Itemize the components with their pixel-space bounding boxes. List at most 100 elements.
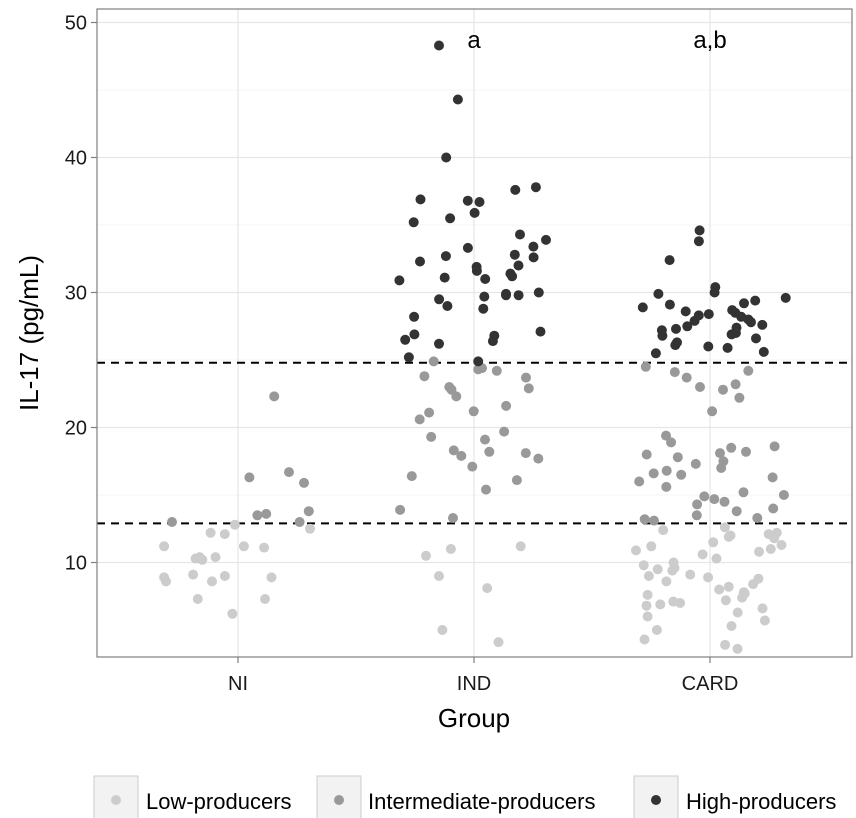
high-producers-point [528,241,539,252]
low-producers-point [658,525,669,536]
high-producers-point [533,287,544,298]
low-producers-point [646,541,657,552]
low-producers-point [732,607,743,618]
intermediate-producers-point [303,506,314,517]
high-producers-point [637,302,648,313]
intermediate-producers-point [743,365,754,376]
low-producers-point [219,529,230,540]
high-producers-point [478,303,489,314]
low-producers-point [219,571,230,581]
intermediate-producers-point [752,513,763,523]
x-tick-label: CARD [682,673,739,695]
intermediate-producers-point [778,490,789,500]
high-producers-point [670,340,681,351]
intermediate-producers-point [690,458,701,469]
high-producers-point [409,311,420,322]
low-producers-point [708,537,719,548]
high-producers-point [653,288,664,299]
intermediate-producers-point [252,510,263,521]
high-producers-point [415,256,425,267]
y-tick-label: 10 [65,553,87,575]
intermediate-producers-point [491,365,502,376]
high-producers-point [722,342,733,353]
intermediate-producers-point [716,463,727,473]
low-producers-point [719,522,730,533]
low-producers-point [205,527,216,538]
y-tick-label: 20 [65,418,87,440]
intermediate-producers-point [299,477,309,488]
low-producers-point [192,594,203,604]
low-producers-point [726,621,737,631]
high-producers-point [434,294,445,305]
legend-swatch [334,795,344,805]
data-points [159,40,791,654]
high-producers-point [434,338,444,349]
high-producers-point [780,292,791,303]
intermediate-producers-point [419,371,430,382]
low-producers-point [763,529,774,540]
low-producers-point [723,531,734,542]
low-producers-point [434,571,444,581]
low-producers-point [642,611,653,622]
y-tick-label: 50 [65,13,87,35]
low-producers-point [161,576,171,587]
low-producers-point [210,552,221,563]
legend-label: Low-producers [146,789,292,814]
high-producers-point [746,317,756,328]
legend-swatch [651,795,661,805]
intermediate-producers-point [456,450,467,461]
low-producers-point [652,564,663,575]
significance-label: a,b [693,27,726,54]
x-tick-label: NI [228,673,248,695]
low-producers-point [305,523,315,534]
intermediate-producers-point [511,475,522,486]
high-producers-point [671,323,681,334]
intermediate-producers-point [719,496,730,507]
low-producers-point [194,552,205,563]
legend-label: Intermediate-producers [368,789,595,814]
high-producers-point [394,275,405,286]
intermediate-producers-point [672,452,683,463]
high-producers-point [441,152,452,163]
low-producers-point [188,569,199,580]
intermediate-producers-point [676,469,687,480]
intermediate-producers-point [768,503,779,514]
low-producers-point [631,545,641,556]
intermediate-producers-point [428,356,439,367]
intermediate-producers-point [661,465,672,476]
high-producers-point [726,329,737,340]
high-producers-point [515,229,525,240]
intermediate-producers-point [424,407,435,418]
high-producers-point [528,252,539,263]
annotations: a a,b [467,27,726,54]
intermediate-producers-point [666,437,677,448]
intermediate-producers-point [639,514,650,525]
legend-label: High-producers [686,789,836,814]
low-producers-point [723,581,734,592]
intermediate-producers-point [523,383,534,394]
high-producers-point [535,326,546,337]
high-producers-point [650,348,661,359]
x-axis-title: Group [438,703,510,733]
low-producers-point [667,565,678,576]
intermediate-producers-point [533,453,544,464]
intermediate-producers-point [669,367,680,378]
high-producers-point [510,184,521,195]
high-producers-point [758,346,769,357]
high-producers-point [757,319,768,330]
intermediate-producers-point [692,499,703,510]
low-producers-point [638,560,649,571]
high-producers-point [739,298,749,309]
intermediate-producers-point [640,361,651,372]
high-producers-point [530,182,541,193]
intermediate-producers-point [244,472,255,483]
intermediate-producers-point [451,391,462,402]
high-producers-point [709,287,720,298]
low-producers-point [207,576,217,587]
high-producers-point [469,207,480,218]
low-producers-point [238,541,249,552]
intermediate-producers-point [707,406,718,417]
intermediate-producers-point [691,510,702,521]
low-producers-point [229,519,240,530]
intermediate-producers-point [769,441,780,452]
